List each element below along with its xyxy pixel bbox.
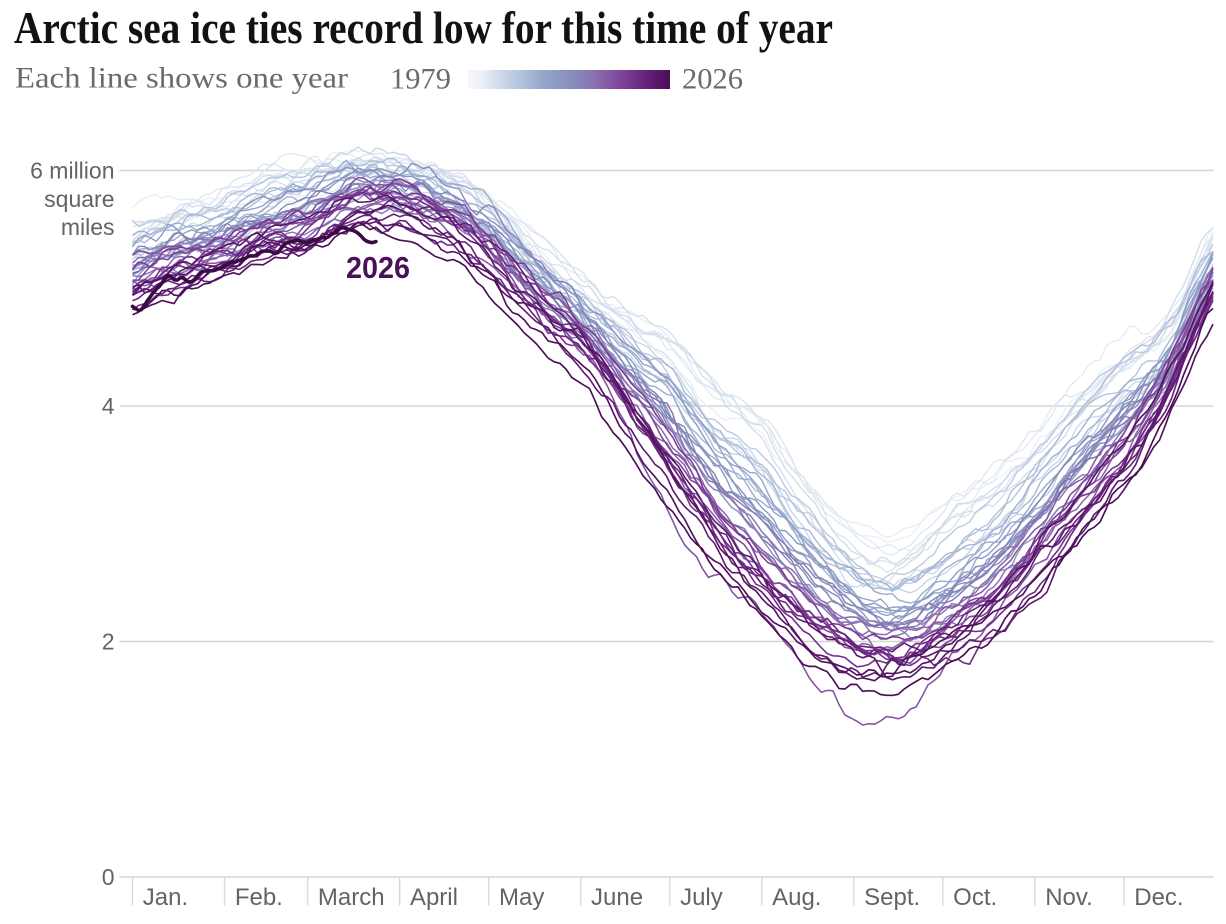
svg-text:0: 0: [102, 864, 115, 890]
svg-text:April: April: [410, 884, 458, 911]
svg-text:Jan.: Jan.: [143, 884, 188, 911]
svg-text:2026: 2026: [682, 63, 743, 96]
svg-text:2026: 2026: [346, 250, 410, 285]
svg-text:square: square: [44, 186, 114, 212]
svg-text:Dec.: Dec.: [1134, 884, 1183, 911]
svg-text:6 million: 6 million: [30, 158, 114, 184]
svg-text:2026: 2026: [346, 250, 410, 285]
svg-text:Nov.: Nov.: [1045, 884, 1093, 911]
svg-text:Arctic sea ice ties record low: Arctic sea ice ties record low for this …: [14, 3, 833, 53]
svg-text:miles: miles: [61, 214, 115, 240]
svg-text:June: June: [591, 884, 643, 911]
svg-text:2: 2: [102, 629, 115, 655]
svg-text:July: July: [680, 884, 723, 911]
svg-text:1979: 1979: [390, 63, 451, 96]
svg-text:Feb.: Feb.: [235, 884, 283, 911]
svg-text:May: May: [499, 884, 544, 911]
svg-text:March: March: [318, 884, 385, 911]
svg-text:Oct.: Oct.: [953, 884, 997, 911]
svg-text:4: 4: [102, 393, 115, 419]
svg-text:Each line shows one year: Each line shows one year: [15, 62, 348, 95]
svg-text:Sept.: Sept.: [864, 884, 920, 911]
svg-text:Aug.: Aug.: [772, 884, 821, 911]
